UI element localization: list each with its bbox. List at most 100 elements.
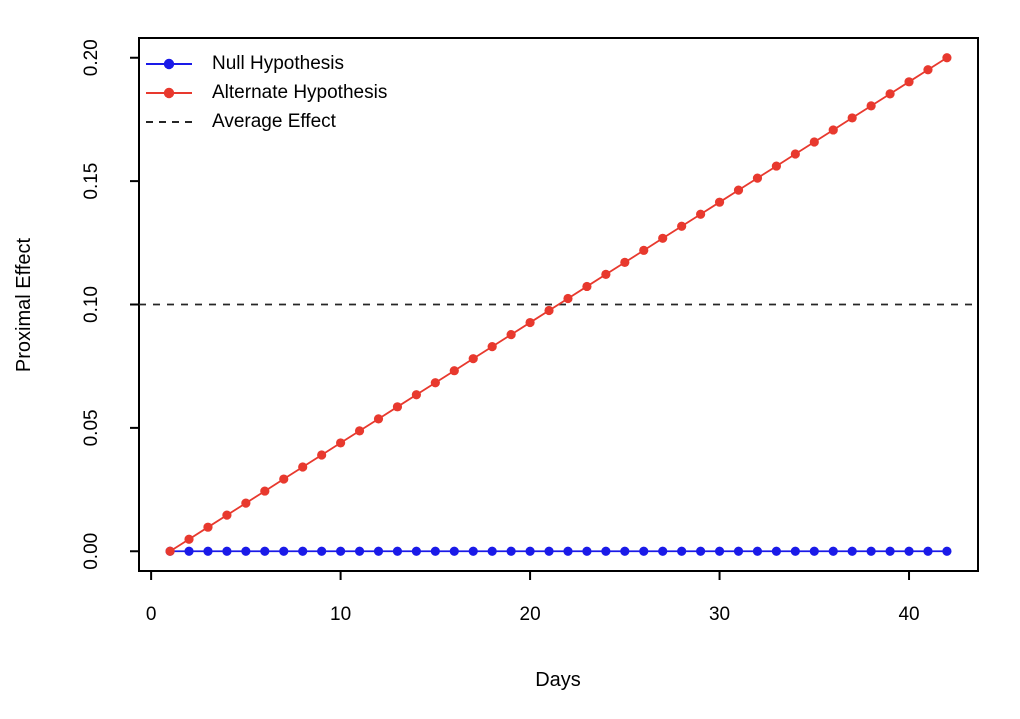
data-point [241, 546, 251, 556]
data-point [336, 438, 346, 448]
data-point [449, 366, 459, 376]
data-point [904, 546, 914, 556]
data-point [942, 546, 952, 556]
y-tick-label: 0.10 [81, 286, 102, 323]
legend-label: Alternate Hypothesis [212, 82, 388, 103]
data-point [809, 546, 819, 556]
x-tick-label: 10 [330, 604, 351, 625]
data-point [222, 546, 232, 556]
data-point [468, 354, 478, 364]
data-point [847, 546, 857, 556]
data-point [544, 546, 554, 556]
data-point [241, 498, 251, 508]
x-tick-label: 40 [898, 604, 919, 625]
data-point [923, 65, 933, 75]
data-point [714, 546, 725, 556]
data-point [942, 53, 952, 63]
data-point [525, 317, 535, 328]
data-point [468, 546, 478, 556]
data-point [260, 546, 270, 556]
legend-item-alternate-hypothesis: Alternate Hypothesis [146, 82, 388, 103]
data-point [222, 510, 232, 520]
data-point [298, 462, 308, 472]
data-point [582, 281, 592, 292]
legend-label: Null Hypothesis [212, 53, 344, 74]
data-point [563, 546, 573, 556]
data-point [677, 546, 687, 556]
data-point [696, 546, 706, 556]
data-point [449, 546, 459, 556]
x-tick-label: 30 [709, 604, 730, 625]
data-point [506, 546, 516, 556]
data-point [733, 185, 744, 195]
data-point [184, 546, 194, 556]
data-point [714, 197, 725, 207]
data-point [373, 546, 384, 556]
x-tick-label: 0 [146, 604, 157, 625]
data-point [639, 546, 649, 556]
data-point [184, 534, 194, 544]
line-circle-symbol-icon [146, 87, 192, 99]
data-point [771, 546, 781, 556]
data-point [525, 546, 535, 556]
data-point [260, 486, 270, 496]
data-point [165, 546, 175, 556]
data-point [904, 77, 914, 87]
data-point [317, 546, 327, 556]
legend-item-average-effect: Average Effect [146, 111, 387, 132]
data-point [601, 546, 611, 556]
data-point [923, 546, 933, 556]
data-point [298, 546, 308, 556]
data-point [752, 173, 763, 183]
data-point [411, 390, 421, 400]
data-point [696, 209, 706, 219]
data-point [790, 546, 800, 556]
data-point [828, 546, 838, 556]
data-point [677, 221, 687, 231]
data-point [771, 161, 781, 171]
data-point [336, 546, 346, 556]
data-point [828, 125, 838, 135]
data-point [639, 245, 649, 255]
data-point [563, 293, 573, 304]
data-point [733, 546, 744, 556]
x-axis: 0 10 20 30 40 [146, 572, 920, 625]
data-point [354, 546, 365, 556]
data-point [885, 89, 895, 99]
line-circle-symbol-icon [146, 58, 192, 70]
data-point [487, 342, 497, 352]
data-point [506, 329, 516, 340]
data-point [203, 522, 213, 532]
data-point [279, 546, 289, 556]
data-point [752, 546, 763, 556]
data-point [392, 402, 403, 412]
data-point [620, 257, 630, 267]
legend: Null Hypothesis Alternate Hypothesis Ave… [146, 53, 388, 132]
data-point [601, 269, 611, 280]
data-point [487, 546, 497, 556]
y-tick-label: 0.05 [81, 409, 102, 446]
x-axis-title: Days [535, 669, 581, 691]
data-point [430, 378, 440, 388]
legend-item-null-hypothesis: Null Hypothesis [146, 53, 387, 74]
data-point [203, 546, 213, 556]
data-point [658, 233, 668, 243]
x-tick-label: 20 [520, 604, 541, 625]
data-point [866, 101, 876, 111]
y-tick-label: 0.00 [81, 533, 102, 570]
data-point [279, 474, 289, 484]
data-point [582, 546, 592, 556]
y-tick-label: 0.15 [81, 163, 102, 200]
data-point [411, 546, 421, 556]
data-point [620, 546, 630, 556]
data-point [392, 546, 403, 556]
y-tick-label: 0.20 [81, 39, 102, 76]
data-point [317, 450, 327, 460]
data-point [373, 414, 384, 424]
data-point [544, 305, 554, 316]
data-point [809, 137, 819, 147]
data-point [790, 149, 800, 159]
data-point [885, 546, 895, 556]
